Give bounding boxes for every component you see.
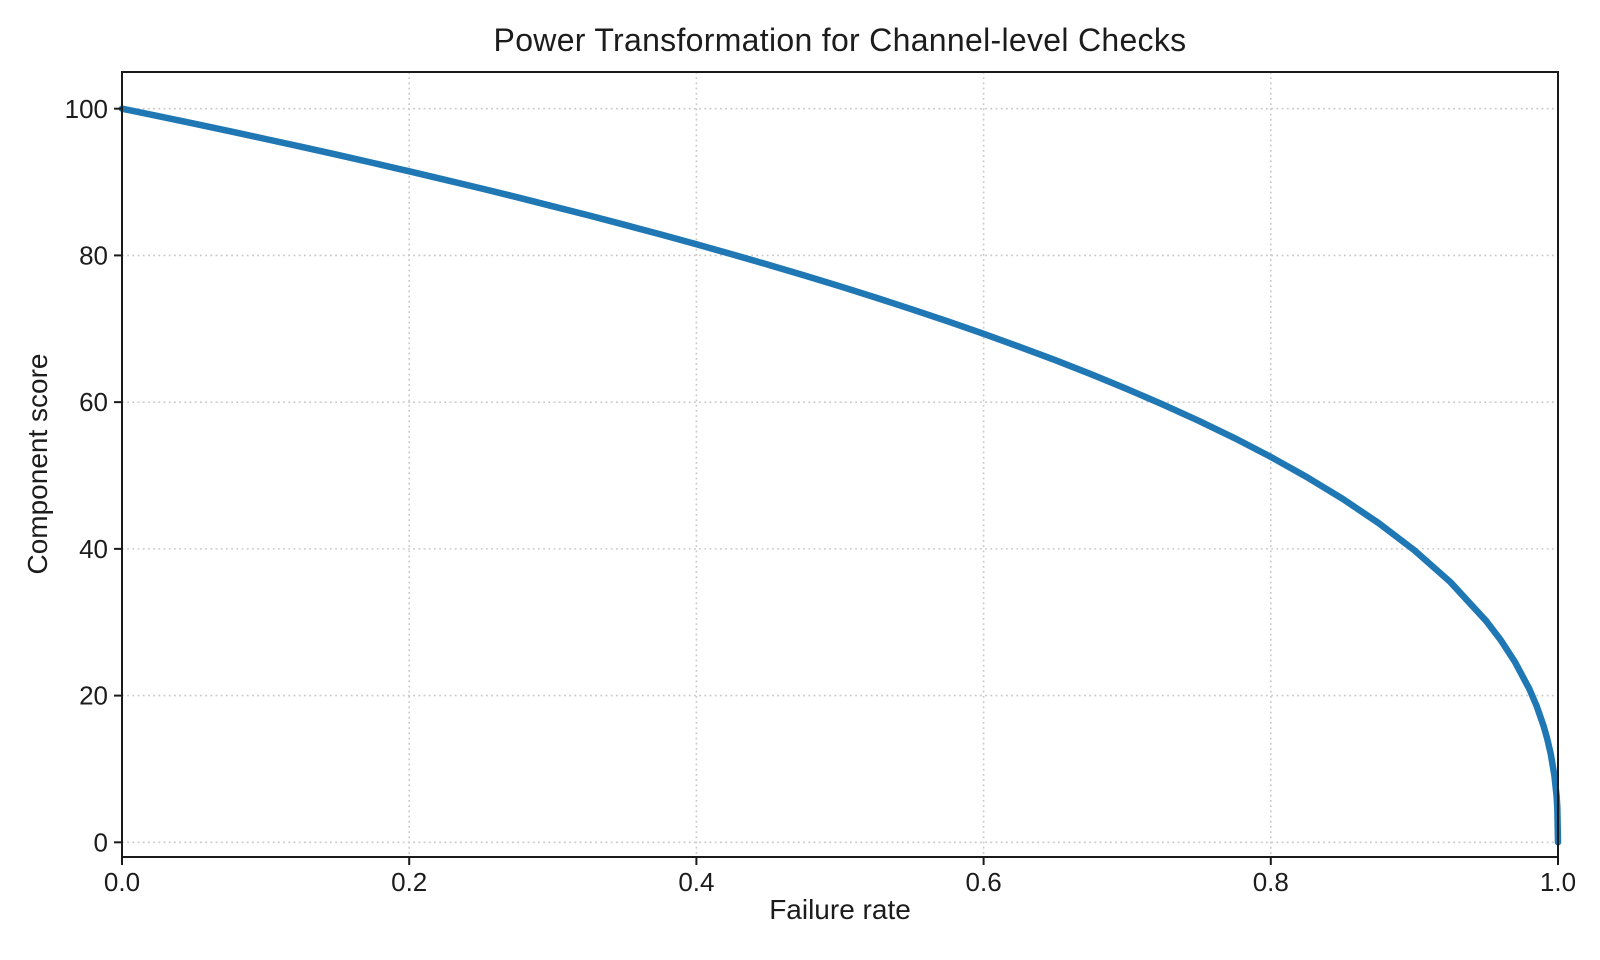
y-tick-label: 80 — [79, 241, 108, 271]
x-tick-label: 1.0 — [1540, 867, 1576, 897]
x-axis-label: Failure rate — [769, 894, 911, 925]
chart-title: Power Transformation for Channel-level C… — [493, 22, 1187, 58]
x-tick-label: 0.8 — [1253, 867, 1289, 897]
y-axis-label: Component score — [22, 353, 53, 575]
component-score-curve — [118, 105, 1562, 846]
plot-border — [121, 71, 1559, 858]
y-tick-label: 0 — [94, 827, 108, 857]
y-tick-label: 20 — [79, 681, 108, 711]
y-tick-label: 100 — [65, 94, 108, 124]
y-tick-label: 60 — [79, 387, 108, 417]
x-tick-label: 0.2 — [391, 867, 427, 897]
y-tick-label: 40 — [79, 534, 108, 564]
x-tick-label: 0.6 — [966, 867, 1002, 897]
x-tick-label: 0.0 — [104, 867, 140, 897]
x-tick-label: 0.4 — [678, 867, 714, 897]
